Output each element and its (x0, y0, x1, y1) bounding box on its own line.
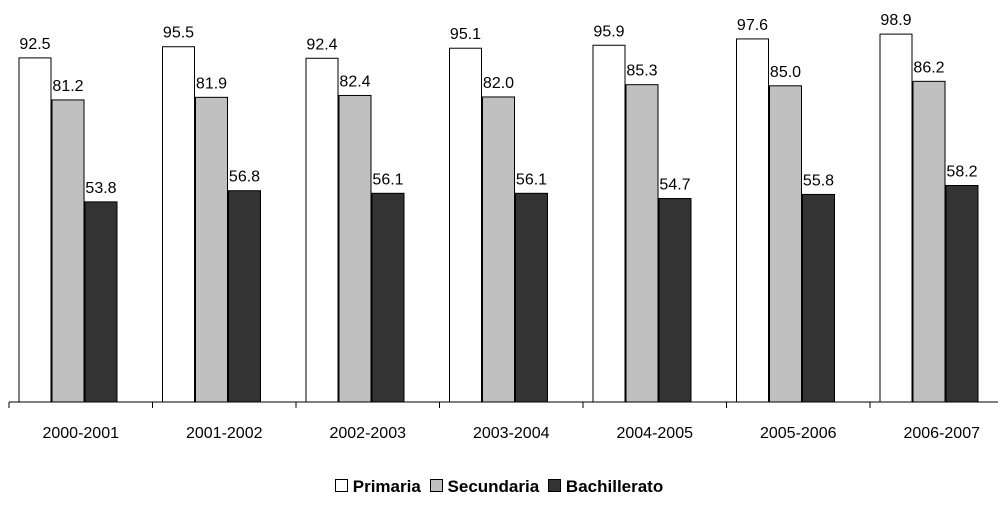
bar-bachillerato-2000-2001 (84, 201, 118, 403)
bar-primaria-2003-2004 (449, 47, 482, 403)
bar-secundaria-2003-2004 (482, 96, 515, 403)
bar-bachillerato-2001-2002 (228, 190, 261, 403)
bar-bachillerato-2004-2005 (658, 198, 692, 403)
data-label-bachillerato-2002-2003: 56.1 (372, 171, 403, 188)
data-label-primaria-2006-2007: 98.9 (880, 12, 911, 29)
x-tick-label-2004-2005: 2004-2005 (616, 425, 693, 442)
data-label-secundaria-2003-2004: 82.0 (483, 75, 514, 92)
bar-bachillerato-2003-2004 (515, 192, 548, 403)
bar-secundaria-2005-2006 (769, 85, 802, 403)
data-label-bachillerato-2004-2005: 54.7 (659, 177, 690, 194)
bar-primaria-2001-2002 (162, 46, 195, 403)
data-label-primaria-2000-2001: 92.5 (19, 36, 50, 53)
data-label-secundaria-2001-2002: 81.9 (196, 75, 227, 92)
data-label-bachillerato-2000-2001: 53.8 (85, 180, 116, 197)
bar-primaria-2000-2001 (18, 57, 52, 403)
data-label-secundaria-2000-2001: 81.2 (52, 78, 83, 95)
legend-swatch-secundaria (429, 479, 443, 492)
legend-item-bachillerato: Bachillerato (547, 477, 664, 497)
legend-item-secundaria: Secundaria (429, 477, 540, 497)
legend: Primaria Secundaria Bachillerato (0, 477, 998, 497)
bar-primaria-2005-2006 (736, 38, 769, 403)
x-tick-label-2000-2001: 2000-2001 (42, 425, 119, 442)
data-label-secundaria-2005-2006: 85.0 (770, 64, 801, 81)
bar-bachillerato-2006-2007 (945, 184, 979, 403)
legend-label-bachillerato: Bachillerato (565, 477, 664, 496)
data-label-primaria-2003-2004: 95.1 (450, 26, 481, 43)
legend-label-secundaria: Secundaria (447, 477, 540, 496)
bar-bachillerato-2005-2006 (802, 193, 835, 403)
bar-primaria-2002-2003 (305, 57, 339, 403)
bar-bachillerato-2002-2003 (371, 192, 405, 403)
bar-primaria-2004-2005 (592, 44, 626, 403)
data-label-bachillerato-2001-2002: 56.8 (229, 169, 260, 186)
x-tick-label-2006-2007: 2006-2007 (903, 425, 980, 442)
data-label-primaria-2002-2003: 92.4 (306, 36, 337, 53)
data-label-bachillerato-2003-2004: 56.1 (516, 171, 547, 188)
data-label-primaria-2004-2005: 95.9 (593, 23, 624, 40)
x-tick-label-2001-2002: 2001-2002 (186, 425, 263, 442)
bar-secundaria-2006-2007 (912, 80, 946, 403)
bar-secundaria-2002-2003 (338, 94, 372, 403)
bar-secundaria-2001-2002 (195, 96, 228, 403)
bar-secundaria-2000-2001 (51, 99, 85, 403)
x-tick-label-2002-2003: 2002-2003 (329, 425, 406, 442)
x-tick-label-2005-2006: 2005-2006 (760, 425, 837, 442)
legend-label-primaria: Primaria (352, 477, 421, 496)
bar-primaria-2006-2007 (879, 33, 913, 403)
data-label-bachillerato-2005-2006: 55.8 (803, 172, 834, 189)
legend-swatch-bachillerato (547, 479, 561, 492)
legend-swatch-primaria (334, 479, 348, 492)
data-label-secundaria-2006-2007: 86.2 (913, 59, 944, 76)
data-label-primaria-2005-2006: 97.6 (737, 17, 768, 34)
bar-secundaria-2004-2005 (625, 84, 659, 403)
data-label-primaria-2001-2002: 95.5 (163, 25, 194, 42)
data-label-secundaria-2004-2005: 85.3 (626, 63, 657, 80)
data-label-secundaria-2002-2003: 82.4 (339, 73, 370, 90)
data-label-bachillerato-2006-2007: 58.2 (946, 163, 977, 180)
x-tick-label-2003-2004: 2003-2004 (473, 425, 550, 442)
legend-item-primaria: Primaria (334, 477, 421, 497)
